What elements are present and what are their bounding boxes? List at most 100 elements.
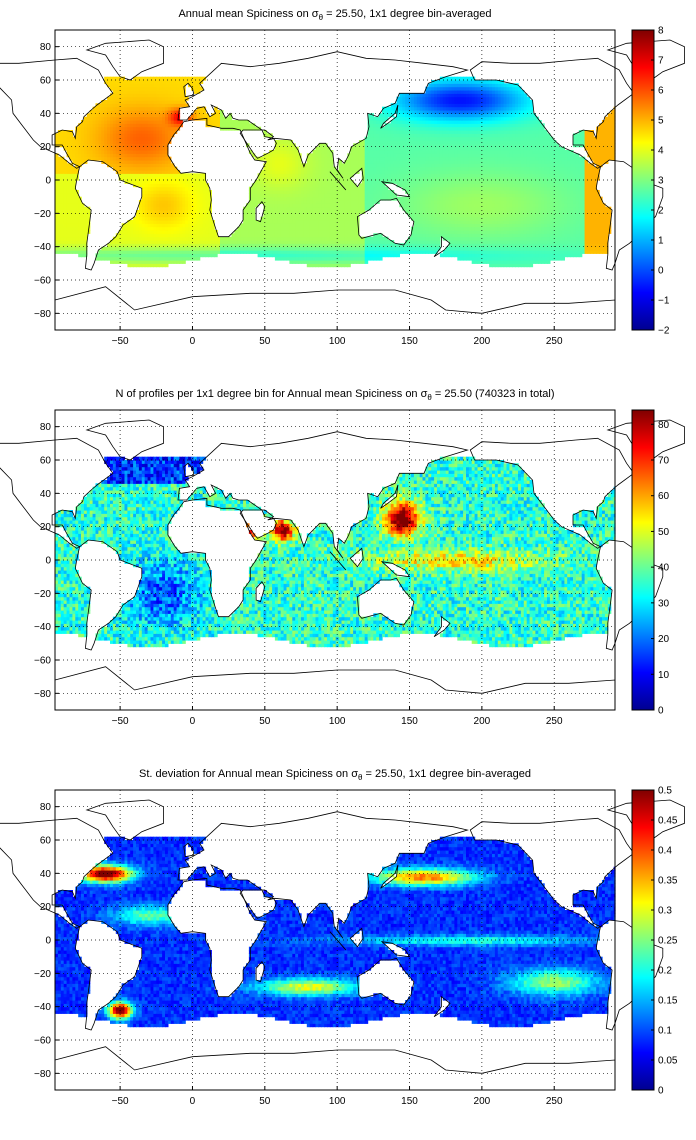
heatmap-cell — [165, 110, 169, 114]
heatmap-cell — [280, 220, 285, 224]
heatmap-cell — [57, 203, 62, 208]
heatmap-cell — [147, 93, 152, 98]
heatmap-cell — [413, 110, 418, 114]
heatmap-cell — [448, 233, 453, 238]
heatmap-cell — [222, 116, 227, 121]
heatmap-cell — [193, 86, 198, 91]
heatmap-cell — [185, 213, 189, 218]
heatmap-cell — [434, 113, 438, 118]
heatmap-cell — [393, 166, 398, 171]
heatmap-cell — [63, 216, 68, 221]
heatmap-cell — [170, 250, 175, 254]
heatmap-cell — [237, 120, 241, 124]
heatmap-cell — [384, 163, 389, 168]
heatmap-cell — [445, 203, 450, 208]
heatmap-cell — [121, 260, 126, 264]
heatmap-cell — [451, 170, 455, 174]
heatmap-cell — [298, 220, 302, 224]
heatmap-cell — [364, 260, 369, 264]
heatmap-cell — [182, 96, 186, 101]
heatmap-cell — [165, 143, 169, 148]
heatmap-cell — [202, 106, 207, 111]
heatmap-cell — [434, 163, 438, 168]
heatmap-cell — [136, 103, 140, 108]
heatmap-cell — [193, 80, 198, 84]
heatmap-cell — [136, 110, 140, 114]
heatmap-cell — [413, 183, 418, 188]
heatmap-cell — [165, 153, 169, 158]
heatmap-cell — [431, 96, 435, 101]
heatmap-cell — [298, 186, 302, 191]
heatmap-cell — [318, 146, 322, 151]
heatmap-cell — [272, 173, 276, 178]
heatmap-cell — [185, 176, 189, 181]
heatmap-cell — [153, 253, 157, 258]
heatmap-cell — [237, 230, 241, 234]
heatmap-cell — [110, 96, 114, 101]
heatmap-cell — [439, 200, 444, 204]
heatmap-cell — [193, 83, 198, 88]
heatmap-cell — [86, 143, 91, 148]
heatmap-cell — [324, 190, 328, 194]
heatmap-cell — [396, 243, 400, 248]
heatmap-cell — [118, 250, 123, 254]
heatmap-cell — [309, 230, 314, 234]
heatmap-cell — [301, 170, 305, 174]
heatmap-cell — [193, 243, 198, 248]
heatmap-cell — [353, 220, 357, 224]
heatmap-cell — [179, 206, 183, 211]
heatmap-cell — [72, 170, 76, 174]
heatmap-cell — [379, 250, 383, 254]
heatmap-cell — [118, 143, 123, 148]
heatmap-cell — [121, 123, 126, 128]
heatmap-cell — [118, 126, 123, 131]
heatmap-cell — [292, 160, 296, 164]
heatmap-cell — [263, 213, 267, 218]
heatmap-cell — [364, 250, 369, 254]
heatmap-cell — [431, 83, 435, 88]
heatmap-cell — [445, 140, 450, 144]
heatmap-cell — [196, 76, 201, 81]
heatmap-cell — [147, 230, 152, 234]
heatmap-cell — [439, 213, 444, 218]
heatmap-cell — [347, 236, 351, 241]
heatmap-cell — [442, 220, 447, 224]
heatmap-cell — [141, 186, 146, 191]
heatmap-cell — [277, 180, 282, 184]
heatmap-cell — [66, 200, 71, 204]
heatmap-cell — [318, 203, 322, 208]
heatmap-cell — [283, 193, 288, 198]
heatmap-cell — [413, 180, 418, 184]
heatmap-cell — [289, 196, 293, 201]
heatmap-cell — [136, 80, 140, 84]
heatmap-cell — [399, 196, 403, 201]
heatmap-cell — [246, 220, 250, 224]
heatmap-cell — [419, 206, 424, 211]
heatmap-cell — [379, 160, 383, 164]
heatmap-cell — [124, 123, 128, 128]
heatmap-cell — [428, 196, 432, 201]
heatmap-cell — [162, 156, 166, 161]
heatmap-cell — [344, 210, 348, 214]
heatmap-cell — [274, 176, 279, 181]
heatmap-cell — [393, 163, 398, 168]
heatmap-cell — [289, 190, 293, 194]
heatmap-cell — [416, 130, 421, 134]
heatmap-cell — [121, 143, 126, 148]
heatmap-cell — [188, 200, 192, 204]
heatmap-cell — [72, 243, 76, 248]
heatmap-cell — [367, 146, 372, 151]
heatmap-cell — [356, 203, 360, 208]
heatmap-cell — [431, 143, 435, 148]
heatmap-cell — [86, 216, 91, 221]
heatmap-cell — [434, 110, 438, 114]
heatmap-cell — [176, 93, 181, 98]
heatmap-cell — [176, 76, 181, 81]
heatmap-cell — [173, 250, 178, 254]
heatmap-cell — [170, 166, 175, 171]
heatmap-cell — [263, 240, 267, 244]
heatmap-cell — [182, 183, 186, 188]
heatmap-cell — [303, 163, 308, 168]
heatmap-cell — [277, 210, 282, 214]
heatmap-cell — [318, 213, 322, 218]
